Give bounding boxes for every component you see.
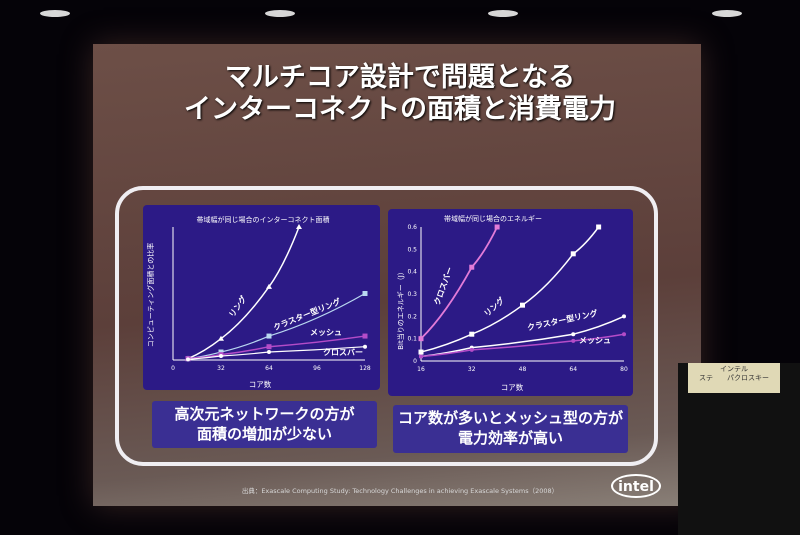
- left-chart-xlabel: コア数: [249, 379, 272, 389]
- right-chart-title: 帯域幅が同じ場合のエネルギー: [444, 214, 542, 223]
- ceiling-light: [265, 10, 295, 17]
- left-data-point: [218, 349, 224, 355]
- right-series-line: [420, 315, 625, 358]
- right-series-line: [420, 226, 498, 340]
- ceiling-light: [712, 10, 742, 17]
- right-data-point: [622, 332, 626, 337]
- left-chart: 帯域幅が同じ場合のインターコネクト面積 コンピューティング面積との比率 コア数 …: [146, 215, 371, 389]
- right-chart-panel: 帯域幅が同じ場合のエネルギー Bit当りのエネルギー（J） コア数 16 32 48…: [388, 209, 633, 396]
- left-caption-line2: 面積の増加が少ない: [196, 425, 332, 443]
- right-caption-line2: 電力効率が高い: [457, 429, 563, 447]
- left-series-line: [187, 292, 366, 360]
- right-data-point: [469, 347, 474, 352]
- right-x-tick-label: 48: [519, 366, 527, 373]
- ceiling-light: [488, 10, 518, 17]
- left-series-line: [187, 346, 366, 360]
- left-chart-ylabel: コンピューティング面積との比率: [146, 243, 155, 348]
- right-y-tick-label: 0.4: [407, 269, 417, 276]
- right-x-tick-label: 16: [417, 366, 425, 373]
- left-data-point: [296, 224, 302, 229]
- right-data-point: [570, 251, 576, 257]
- content-frame: [115, 186, 658, 466]
- left-data-point: [266, 283, 272, 289]
- left-caption-line1: 高次元ネットワークの方が: [174, 405, 355, 423]
- right-data-point: [494, 224, 500, 230]
- left-data-point: [266, 333, 272, 339]
- left-data-point: [219, 354, 223, 359]
- left-x-tick-label: 64: [265, 365, 273, 372]
- left-x-tick-label: 32: [217, 365, 225, 372]
- right-y-tick-label: 0.1: [407, 336, 417, 343]
- left-chart-panel: 帯域幅が同じ場合のインターコネクト面積 コンピューティング面積との比率 コア数 …: [143, 205, 380, 390]
- right-chart-xlabel: コア数: [501, 382, 524, 392]
- left-x-tick-label: 0: [171, 365, 175, 372]
- right-series-label: クラスター型リング: [526, 308, 598, 333]
- right-data-point: [418, 349, 424, 355]
- slide-title-line2: インターコネクトの面積と消費電力: [184, 94, 616, 125]
- left-data-point: [362, 333, 368, 339]
- podium-sign: インテル ステ パクロスキー: [688, 363, 780, 393]
- left-data-point: [218, 335, 224, 341]
- left-series-line: [187, 226, 300, 360]
- left-x-tick-label: 96: [313, 365, 321, 372]
- right-data-point: [596, 224, 602, 230]
- right-x-tick-label: 80: [620, 366, 628, 373]
- left-series-line: [187, 335, 366, 360]
- right-y-tick-label: 0: [413, 358, 417, 365]
- right-chart: 帯域幅が同じ場合のエネルギー Bit当りのエネルギー（J） コア数 16 32 48…: [396, 214, 628, 392]
- right-series-label: リング: [482, 295, 507, 318]
- left-series-label: クラスター型リング: [272, 296, 342, 332]
- intel-logo: intel: [611, 474, 661, 498]
- left-data-point: [186, 357, 190, 362]
- right-data-point: [419, 354, 423, 359]
- right-y-tick-label: 0.2: [407, 313, 417, 320]
- right-y-tick-label: 0.5: [407, 246, 417, 253]
- source-citation: 出典：Exascale Computing Study: Technology …: [241, 487, 559, 495]
- right-data-point: [520, 302, 525, 308]
- right-data-point: [469, 331, 475, 337]
- ceiling-light: [40, 10, 70, 17]
- right-chart-ylabel: Bit当りのエネルギー（J）: [396, 268, 405, 350]
- right-data-point: [418, 336, 424, 342]
- podium-sign-line1: インテル: [720, 365, 748, 373]
- left-caption: 高次元ネットワークの方が 面積の増加が少ない: [152, 401, 377, 448]
- left-series-label: クロスバー: [323, 347, 363, 357]
- left-data-point: [363, 344, 367, 349]
- left-x-tick-label: 128: [359, 365, 371, 372]
- left-series-label: リング: [227, 294, 249, 319]
- right-data-point: [622, 314, 626, 319]
- left-data-point: [267, 350, 271, 355]
- right-x-tick-label: 64: [569, 366, 577, 373]
- podium-sign-line2: ステ パクロスキー: [699, 374, 769, 382]
- left-data-point: [362, 291, 368, 296]
- right-plot-area: 16 32 48 64 8000.10.20.30.40.50.6クロスバーリングクラス…: [407, 224, 628, 373]
- left-series-label: メッシュ: [310, 328, 342, 337]
- right-data-point: [571, 332, 576, 337]
- right-series-label: メッシュ: [579, 336, 611, 345]
- right-x-tick-label: 32: [468, 366, 476, 373]
- right-y-tick-label: 0.6: [407, 224, 417, 231]
- right-data-point: [571, 338, 576, 343]
- right-y-tick-label: 0.3: [407, 291, 417, 298]
- right-caption: コア数が多いとメッシュ型の方が 電力効率が高い: [393, 405, 628, 453]
- right-data-point: [469, 264, 475, 270]
- right-caption-line1: コア数が多いとメッシュ型の方が: [397, 409, 623, 427]
- right-series-line: [420, 333, 625, 358]
- left-chart-title: 帯域幅が同じ場合のインターコネクト面積: [197, 215, 330, 224]
- left-data-point: [266, 344, 272, 350]
- slide-title-line1: マルチコア設計で問題となる: [224, 62, 576, 93]
